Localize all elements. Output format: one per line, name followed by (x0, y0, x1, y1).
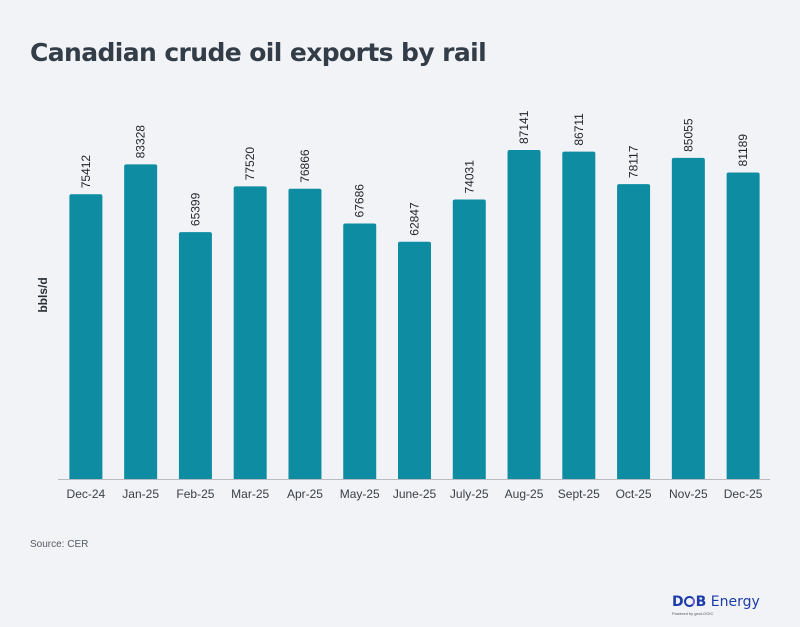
x-tick-label: June-25 (393, 487, 437, 501)
bar-Aug-25 (507, 150, 541, 479)
bar-Dec-25 (726, 172, 760, 479)
bar-Dec-24 (69, 194, 103, 480)
x-tick-label: Oct-25 (616, 487, 652, 501)
bar-May-25 (343, 223, 377, 479)
x-tick-labels-group: Dec-24 Jan-25 Feb-25 Mar-25 Apr-25 May-25 June… (67, 487, 763, 501)
value-label: 83328 (134, 125, 148, 159)
x-tick-label: Sept-25 (558, 487, 600, 501)
value-label: 77520 (243, 147, 257, 181)
bar-Mar-25 (233, 186, 267, 480)
bar-chart: 75412 83328 65399 77520 76866 67686 62847 74031… (58, 110, 770, 501)
logo-letter-b: B (695, 594, 707, 610)
value-label: 81189 (736, 134, 750, 167)
value-labels-group: 75412 83328 65399 77520 76866 67686 62847 74031… (79, 110, 750, 235)
bar-Sept-25 (562, 151, 596, 479)
x-tick-label: July-25 (450, 487, 489, 501)
logo-letter-d: D (672, 594, 684, 610)
logo-o-icon (684, 596, 696, 607)
x-tick-label: Jan-25 (122, 487, 159, 501)
bar-June-25 (398, 241, 431, 479)
x-tick-label: Feb-25 (176, 487, 214, 501)
bar-Jan-25 (124, 164, 158, 480)
bar-Feb-25 (178, 232, 212, 479)
bar-Nov-25 (671, 157, 705, 479)
chart-title: Canadian crude oil exports by rail (30, 38, 487, 67)
value-label: 85055 (681, 118, 695, 152)
bars-group (69, 150, 760, 480)
x-tick-label: Aug-25 (505, 487, 544, 501)
bar-Apr-25 (288, 188, 322, 480)
value-label: 65399 (188, 192, 202, 226)
x-tick-label: Dec-25 (724, 487, 763, 501)
x-tick-label: Apr-25 (287, 487, 323, 501)
value-label: 74031 (462, 160, 476, 194)
logo-tagline: Powered by geoLOGIC (672, 611, 714, 616)
value-label: 76866 (298, 149, 312, 183)
value-label: 87141 (517, 110, 531, 144)
value-label: 86711 (572, 113, 586, 146)
value-label: 62847 (408, 202, 422, 236)
logo-energy-text: Energy (706, 594, 760, 610)
x-tick-label: Dec-24 (67, 487, 106, 501)
value-label: 67686 (353, 184, 367, 218)
x-tick-label: Nov-25 (669, 487, 708, 501)
x-tick-label: May-25 (340, 487, 380, 501)
source-note: Source: CER (30, 539, 89, 550)
bar-July-25 (452, 199, 486, 479)
x-tick-label: Mar-25 (231, 487, 269, 501)
value-label: 78117 (627, 145, 641, 178)
bar-Oct-25 (617, 184, 651, 480)
value-label: 75412 (79, 155, 93, 189)
